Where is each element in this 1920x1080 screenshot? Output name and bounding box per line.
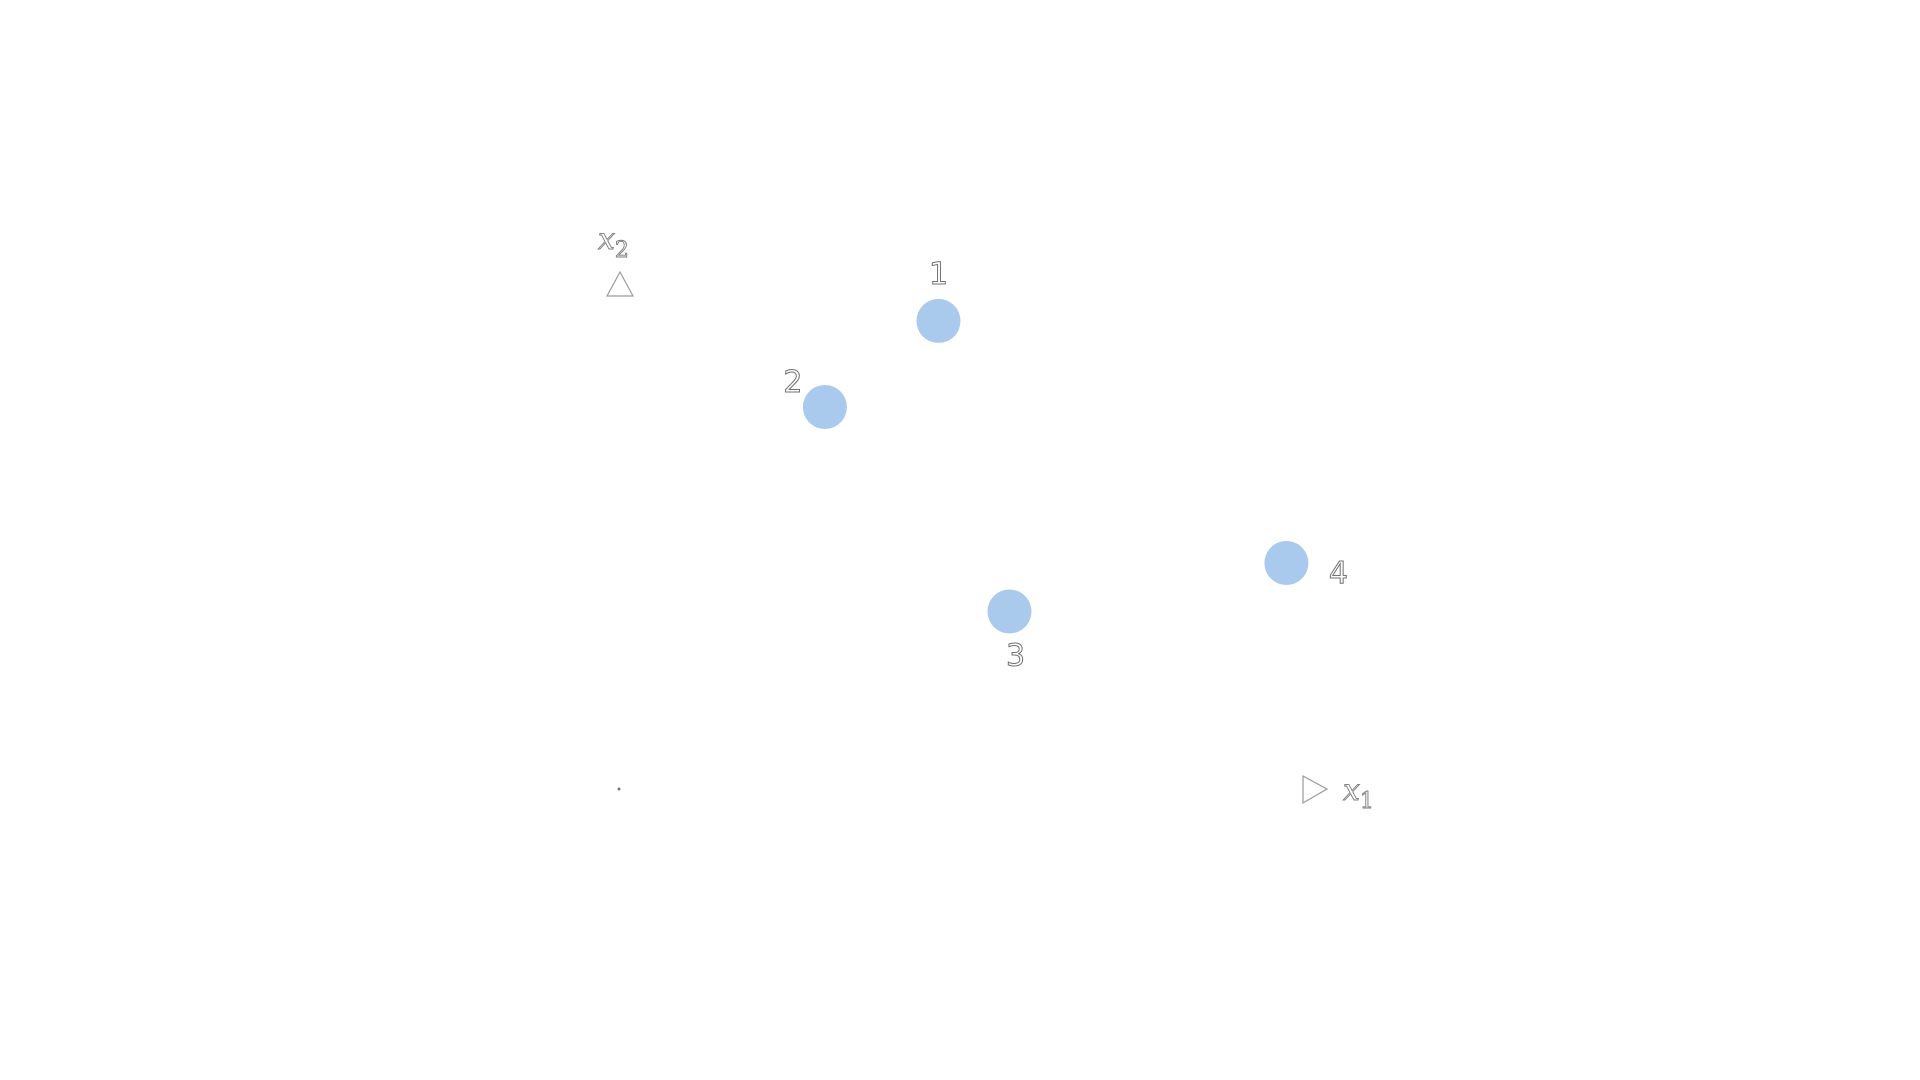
point-2 bbox=[802, 385, 847, 429]
point-label-4: 4 bbox=[1329, 556, 1348, 591]
x-axis-subscript: 1 bbox=[1360, 789, 1374, 814]
points-layer: 1 2 3 4 bbox=[783, 256, 1349, 674]
point-label-2: 2 bbox=[783, 365, 802, 400]
y-axis-arrow bbox=[605, 270, 635, 297]
x-axis-label: x1 bbox=[1343, 773, 1374, 814]
point-1 bbox=[916, 298, 961, 343]
point-3 bbox=[987, 589, 1032, 634]
origin-marker bbox=[617, 787, 621, 791]
y-axis-symbol: x bbox=[598, 222, 615, 257]
y-axis-label: x2 bbox=[598, 222, 629, 263]
y-axis-subscript: 2 bbox=[615, 238, 629, 263]
x-axis-arrow bbox=[1302, 774, 1329, 805]
point-label-3: 3 bbox=[1006, 639, 1025, 674]
x-axis-symbol: x bbox=[1343, 773, 1360, 808]
point-label-1: 1 bbox=[929, 257, 948, 292]
point-4 bbox=[1264, 541, 1309, 585]
